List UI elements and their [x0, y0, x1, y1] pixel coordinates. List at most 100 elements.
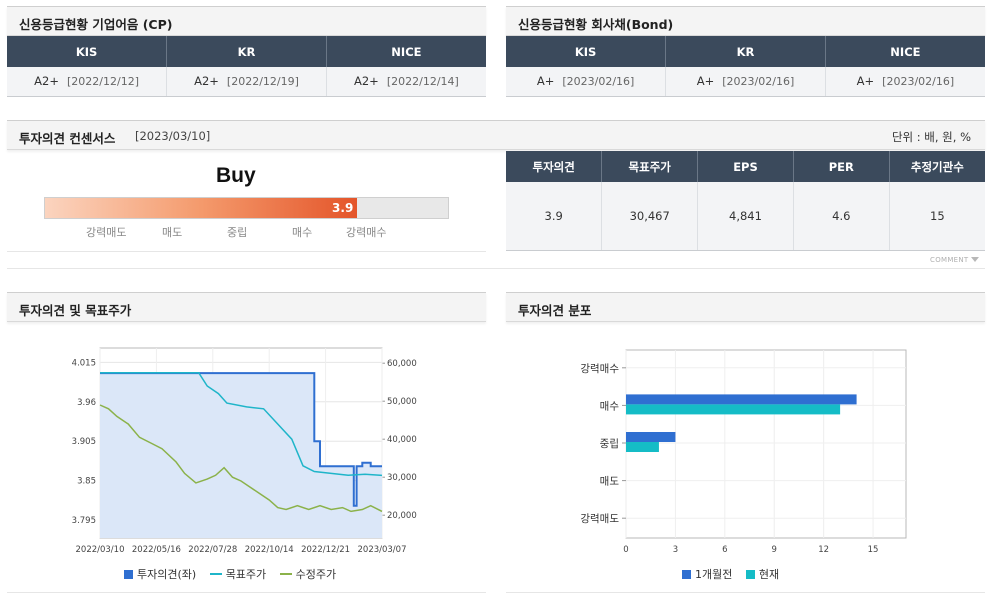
bond-grade: A+ — [536, 74, 555, 89]
series-line-수정주가 — [99, 404, 383, 513]
legend-label: 목표주가 — [225, 568, 267, 581]
legend-item-month-ago: 1개월전 — [682, 568, 732, 581]
consensus-col-opinion: 투자의견 — [506, 151, 602, 182]
consensus-col-analysts: 추정기관수 — [888, 151, 985, 182]
cp-grade: A2+ — [354, 74, 379, 89]
consensus-unit: 단위 : 배, 원, % — [891, 130, 971, 144]
bond-cell-nice: A+ [2023/02/16] — [824, 67, 985, 97]
legend-label: 수정주가 — [295, 568, 337, 581]
cp-col-kr: KR — [166, 36, 327, 67]
distribution-bottom-divider — [506, 592, 985, 593]
x-tick-label: 9 — [772, 545, 777, 555]
distribution-chart-legend: 1개월전 현재 — [682, 566, 789, 582]
bond-col-kr: KR — [665, 36, 826, 67]
cp-rating-title: 신용등급현황 기업어음 (CP) — [19, 17, 173, 32]
x-tick-label: 15 — [868, 545, 879, 555]
bond-grade-date: [2023/02/16] — [562, 75, 635, 89]
cp-grade-date: [2022/12/14] — [386, 75, 459, 89]
bond-cell-kr: A+ [2023/02/16] — [665, 67, 826, 97]
y-left-tick-label: 3.795 — [72, 516, 96, 526]
x-tick-label: 2022/12/21 — [301, 545, 350, 555]
y-right-tick-label: 50,000 — [387, 397, 417, 407]
price-chart-legend: 투자의견(좌) 목표주가 수정주가 — [124, 566, 346, 582]
x-tick-label: 2022/10/14 — [245, 545, 294, 555]
bond-col-nice: NICE — [824, 36, 985, 67]
legend-label: 투자의견(좌) — [137, 568, 197, 581]
cp-grade-date: [2022/12/12] — [67, 75, 139, 89]
scale-sell: 매도 — [162, 226, 183, 239]
distribution-chart-header: 투자의견 분포 — [506, 292, 985, 322]
consensus-bottom-divider — [7, 268, 985, 269]
consensus-val-analysts: 15 — [888, 182, 985, 251]
y-left-tick-label: 3.905 — [72, 437, 96, 447]
y-tick-label: 강력매수 — [580, 363, 619, 375]
y-left-tick-label: 4.015 — [72, 358, 96, 368]
series-line-목표주가 — [100, 371, 383, 477]
cp-grade-date: [2022/12/19] — [226, 75, 299, 89]
bond-rating-header: 신용등급현황 회사채(Bond) — [506, 6, 985, 36]
consensus-date: [2023/03/10] — [135, 129, 211, 143]
scale-strong-buy: 강력매수 — [346, 226, 387, 239]
y-right-tick-label: 40,000 — [387, 435, 417, 445]
comment-toggle[interactable]: COMMENT — [930, 256, 980, 264]
cp-rating-table: KIS KR NICE A2+ [2022/12/12] A2+ [2022/12/… — [7, 36, 486, 97]
distribution-chart-title: 투자의견 분포 — [518, 303, 592, 318]
bar-1개월전-매수 — [626, 394, 857, 405]
chevron-down-icon — [971, 257, 980, 262]
bar-현재-매수 — [626, 404, 841, 415]
consensus-val-opinion: 3.9 — [506, 182, 602, 251]
consensus-val-per: 4.6 — [792, 182, 890, 251]
plot-area — [625, 349, 907, 539]
price-chart-header: 투자의견 및 목표주가 — [7, 292, 486, 322]
cp-cell-kr: A2+ [2022/12/19] — [166, 67, 327, 97]
legend-label: 현재 — [758, 568, 780, 581]
consensus-title: 투자의견 컨센서스 — [19, 131, 116, 146]
comment-label: COMMENT — [930, 256, 969, 264]
cp-grade: A2+ — [34, 74, 59, 89]
legend-line-icon — [209, 573, 222, 575]
consensus-opinion: Buy — [216, 164, 256, 187]
cp-cell-kis: A2+ [2022/12/12] — [7, 67, 167, 97]
price-chart: 4.015 3.96 3.905 3.85 3.795 60,000 50,000 40,00… — [72, 347, 417, 555]
cp-cell-nice: A2+ [2022/12/14] — [325, 67, 486, 97]
x-tick-label: 12 — [818, 545, 829, 555]
y-tick-label: 중립 — [600, 437, 619, 450]
x-tick-label: 6 — [722, 545, 727, 555]
legend-swatch-icon — [124, 570, 133, 579]
bond-grade: A+ — [696, 74, 715, 89]
x-tick-label: 2022/07/28 — [188, 545, 237, 555]
legend-item-opinion: 투자의견(좌) — [124, 568, 196, 581]
bond-grade-date: [2023/02/16] — [882, 75, 955, 89]
bar-현재-중립 — [626, 442, 659, 452]
cp-col-nice: NICE — [325, 36, 486, 67]
bond-grade: A+ — [856, 74, 875, 89]
y-right-tick-label: 30,000 — [387, 473, 417, 483]
legend-item-target: 목표주가 — [209, 568, 267, 581]
x-tick-label: 3 — [673, 545, 678, 555]
scale-strong-sell: 강력매도 — [86, 226, 127, 239]
bar-1개월전-중립 — [626, 432, 676, 442]
y-left-tick-label: 3.96 — [77, 398, 96, 408]
consensus-score-fill: 3.9 — [45, 198, 358, 218]
bond-rating-table: KIS KR NICE A+ [2023/02/16] A+ [2023/02/16… — [506, 36, 985, 97]
legend-swatch-icon — [682, 570, 691, 579]
price-chart-title: 투자의견 및 목표주가 — [19, 303, 132, 318]
scale-buy: 매수 — [292, 226, 313, 239]
y-tick-label: 강력매도 — [580, 513, 619, 525]
legend-label: 1개월전 — [695, 568, 733, 581]
bond-grade-date: [2023/02/16] — [722, 75, 795, 89]
consensus-table: 투자의견 목표주가 EPS PER 추정기관수 3.9 30,467 4,841… — [506, 151, 985, 251]
y-left-tick-label: 3.85 — [77, 477, 96, 487]
consensus-header: 투자의견 컨센서스 [2023/03/10] 단위 : 배, 원, % — [7, 120, 985, 150]
consensus-val-eps: 4,841 — [697, 182, 794, 251]
consensus-score-value: 3.9 — [332, 201, 354, 215]
consensus-col-eps: EPS — [697, 151, 794, 182]
legend-item-price: 수정주가 — [279, 568, 337, 581]
x-tick-label: 2022/05/16 — [132, 545, 181, 555]
legend-swatch-icon — [745, 570, 755, 579]
consensus-val-target: 30,467 — [601, 182, 698, 251]
consensus-divider — [7, 251, 486, 252]
price-bottom-divider — [7, 592, 486, 593]
cp-col-kis: KIS — [7, 36, 167, 67]
